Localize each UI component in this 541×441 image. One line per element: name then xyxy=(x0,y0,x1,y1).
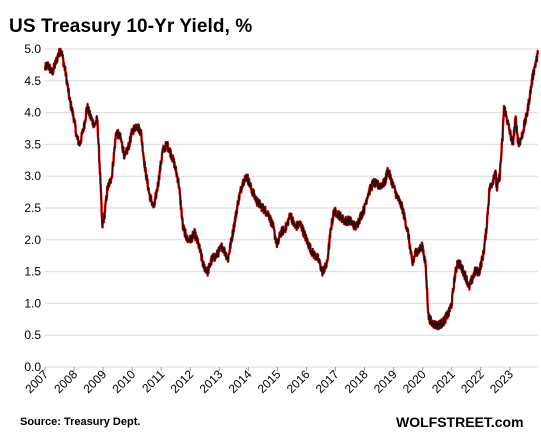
x-tick-label: 2013 xyxy=(197,367,226,396)
x-tick-label: 2020 xyxy=(400,367,429,396)
x-tick-label: 2014 xyxy=(226,367,255,396)
y-tick-label: 1.0 xyxy=(24,296,41,310)
x-tick-label: 2010 xyxy=(109,367,138,396)
y-tick-label: 3.5 xyxy=(24,137,41,151)
x-tick-label: 2012 xyxy=(168,367,197,396)
chart-title: US Treasury 10-Yr Yield, % xyxy=(9,16,253,37)
y-tick-label: 1.5 xyxy=(24,265,41,279)
x-tick-label: 2023 xyxy=(487,367,516,396)
y-tick-label: 0.0 xyxy=(24,360,41,374)
plot-area xyxy=(43,47,540,331)
x-tick-label: 2009 xyxy=(80,367,109,396)
x-tick-label: 2019 xyxy=(371,367,400,396)
y-tick-label: 4.0 xyxy=(24,106,41,120)
y-tick-label: 0.5 xyxy=(24,328,41,342)
y-tick-label: 2.0 xyxy=(24,233,41,247)
x-tick-label: 2022 xyxy=(458,367,487,396)
x-tick-label: 2015 xyxy=(255,367,284,396)
y-tick-label: 3.0 xyxy=(24,169,41,183)
y-axis-tick-labels: 0.0 0.5 1.0 1.5 2.0 2.5 3.0 3.5 4.0 4.5 5.0 xyxy=(24,42,41,374)
y-tick-label: 5.0 xyxy=(24,42,41,56)
x-tick-label: 2017 xyxy=(313,367,342,396)
gridlines xyxy=(45,48,538,368)
x-tick-label: 2018 xyxy=(342,367,371,396)
x-tick-label: 2011 xyxy=(139,367,167,395)
x-tick-label: 2021 xyxy=(429,367,458,396)
series-line xyxy=(44,48,539,330)
brand-label: WOLFSTREET.com xyxy=(396,414,524,430)
y-tick-label: 4.5 xyxy=(24,74,41,88)
series-line-red xyxy=(43,47,540,331)
x-tick-label: 2008 xyxy=(51,367,80,396)
x-tick-label: 2016 xyxy=(284,367,313,396)
source-note: Source: Treasury Dept. xyxy=(20,416,141,428)
x-axis-tick-labels: 2007 2008 2009 2010 2011 2012 2013 2014 2015 2016… xyxy=(22,367,516,396)
y-tick-label: 2.5 xyxy=(24,201,41,215)
